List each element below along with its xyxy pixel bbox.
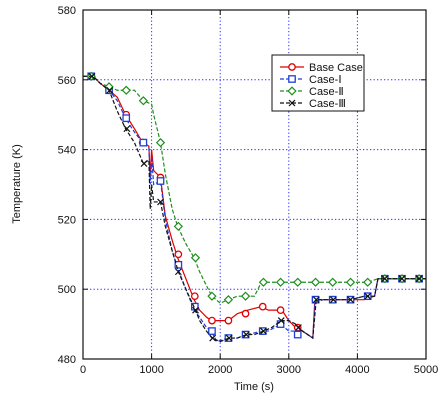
series-3-diamond-marker (155, 137, 166, 148)
series-3-diamond-marker (310, 277, 321, 287)
series-3-diamond-marker (328, 277, 338, 287)
series-line (83, 75, 426, 343)
series-2 (83, 72, 426, 343)
series-4-x-marker-b (174, 268, 182, 276)
x-tick-label: 5000 (414, 364, 438, 376)
series-1-circle-marker (190, 292, 199, 301)
legend-box (271, 54, 365, 112)
series-2-square-marker (174, 260, 183, 269)
series-1-circle-marker (258, 302, 267, 311)
series-3-diamond-marker (258, 277, 269, 287)
series-3-diamond-marker (121, 85, 131, 95)
series-3-diamond-marker (345, 277, 356, 287)
legend-3-diamond-marker (287, 86, 297, 96)
series-4-x-marker-b (277, 317, 285, 325)
legend-2-square-marker (288, 75, 296, 83)
series-4-x-marker-b (140, 160, 148, 167)
legend-item: Case-Ⅲ (280, 98, 346, 110)
series-3-diamond-marker (207, 291, 217, 301)
series-2-square-marker (122, 114, 131, 123)
y-tick-label: 500 (58, 284, 76, 296)
x-tick-label: 0 (80, 364, 86, 376)
series-line (83, 75, 426, 340)
series-4-x-marker-b (381, 275, 389, 283)
legend-label: Case-Ⅲ (309, 98, 346, 110)
x-tick-label: 4000 (345, 364, 369, 376)
y-tick-label: 580 (58, 5, 76, 17)
series-2-square-marker (208, 327, 216, 335)
series-2-square-marker (156, 177, 165, 185)
series-1 (83, 72, 426, 340)
legend-item: Case-Ⅰ (280, 74, 342, 86)
legend-4-x-marker-b (288, 99, 296, 107)
series-3-diamond-marker (363, 277, 373, 287)
grid-layer (83, 10, 426, 359)
series-4-x-marker-b (242, 331, 250, 338)
legend-item: Case-Ⅱ (280, 86, 344, 98)
series-4-x-marker-b (347, 296, 354, 304)
series-4-x-marker-b (312, 296, 320, 304)
x-tick-label: 2000 (208, 364, 232, 376)
x-tick-label: 3000 (277, 364, 301, 376)
series-4-x-marker-b (209, 334, 217, 342)
x-tick-label: 1000 (139, 364, 163, 376)
series-4-x-marker-b (88, 72, 96, 80)
series-3-diamond-marker (173, 221, 184, 232)
legend-label: Case-Ⅰ (309, 74, 342, 86)
series-1-circle-marker (276, 306, 285, 314)
series-4-x-marker-b (415, 275, 423, 283)
series-4-x-marker-b (192, 306, 199, 314)
legend-label: Case-Ⅱ (309, 86, 344, 98)
series-3 (83, 71, 426, 305)
legend-1-circle-marker (288, 63, 296, 71)
y-tick-label: 540 (58, 145, 76, 157)
y-tick-label: 560 (58, 75, 76, 87)
series-2-square-marker (293, 330, 302, 339)
series-4-x-marker-b (225, 334, 233, 342)
series-4-x-marker-b (157, 198, 164, 206)
series-1-circle-marker (174, 250, 183, 259)
series-4 (83, 72, 426, 343)
legend-item: Base Case (280, 62, 363, 74)
series-3-diamond-marker (275, 277, 286, 287)
series-3-diamond-marker (293, 277, 303, 287)
y-tick-label: 520 (58, 214, 76, 226)
series-3-diamond-marker (138, 96, 149, 106)
series-1-circle-marker (208, 316, 216, 325)
series-1-circle-marker (224, 316, 233, 325)
y-axis-title: Temperature (K) (11, 144, 23, 223)
series-3-diamond-marker (223, 295, 234, 305)
tick-layer: 0 1000 2000 3000 4000 5000 480 500 520 540 560 580 (58, 5, 439, 376)
series-line (83, 75, 426, 343)
series-4-x-marker-b (259, 327, 267, 335)
series-layer (83, 71, 426, 343)
series-4-x-marker-b (364, 292, 372, 300)
series-2-square-marker (139, 138, 148, 147)
series-3-diamond-marker (240, 291, 251, 301)
series-4-x-marker-b (106, 86, 114, 94)
y-tick-label: 480 (58, 354, 76, 366)
series-4-x-marker-b (329, 296, 337, 304)
series-line (83, 75, 426, 304)
series-3-diamond-marker (190, 253, 201, 263)
series-1-circle-marker (241, 309, 250, 318)
x-axis-title: Time (s) (234, 381, 274, 393)
plot-frame (82, 9, 427, 360)
series-4-x-marker-b (123, 125, 131, 133)
legend-label: Base Case (309, 62, 363, 74)
series-4-x-marker-b (398, 275, 406, 283)
series-4-x-marker-b (294, 324, 302, 332)
